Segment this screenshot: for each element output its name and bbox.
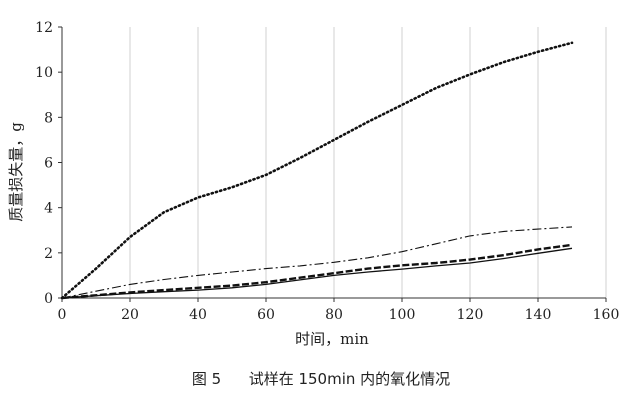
y-tick-label: 6 — [44, 156, 53, 172]
axis-layer — [58, 26, 607, 302]
x-tick-label: 140 — [525, 307, 552, 323]
x-tick-label: 0 — [58, 307, 67, 323]
series-line-dashed — [61, 243, 573, 300]
x-tick-label: 100 — [389, 307, 416, 323]
x-tick-label: 160 — [593, 307, 620, 323]
figure-caption: 图 5 试样在 150min 内的氧化情况 — [0, 368, 642, 389]
x-tick-label: 120 — [457, 307, 484, 323]
y-axis-label: 质量损失量，g — [7, 122, 25, 222]
x-tick-label: 20 — [121, 307, 139, 323]
caption-text: 试样在 150min 内的氧化情况 — [248, 370, 451, 388]
y-tick-label: 0 — [44, 291, 53, 307]
y-tick-label: 4 — [44, 201, 53, 217]
grid-layer — [129, 27, 607, 298]
x-tick-label: 40 — [189, 307, 207, 323]
y-tick-label: 8 — [44, 110, 53, 126]
x-tick-label: 80 — [325, 307, 343, 323]
x-axis-label: 时间，min — [295, 330, 369, 348]
y-tick-label: 10 — [35, 65, 53, 81]
series-line-solid — [61, 247, 573, 299]
series-layer — [60, 41, 574, 300]
x-tick-label: 60 — [257, 307, 275, 323]
series-line-dash-dot — [61, 226, 573, 299]
y-tick-label: 2 — [44, 246, 53, 262]
series-line-dotted — [60, 41, 574, 300]
y-tick-label: 12 — [35, 20, 53, 36]
caption-label: 图 5 — [191, 370, 222, 388]
